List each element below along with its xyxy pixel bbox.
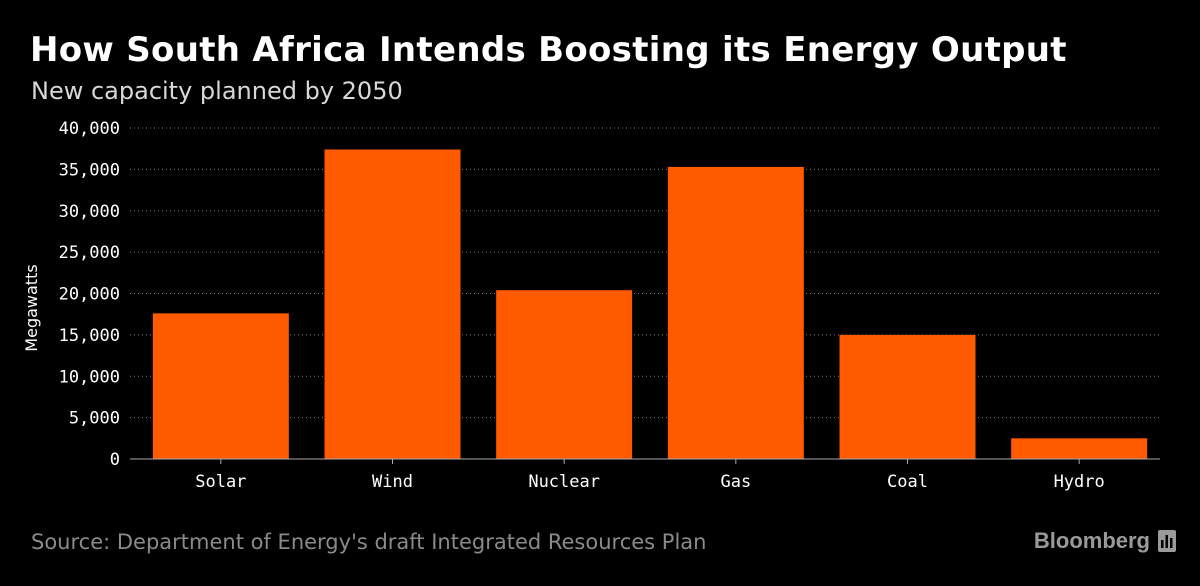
bar-solar [152, 313, 289, 459]
y-tick-label: 10,000 [59, 367, 120, 387]
bar-gas [667, 166, 804, 459]
x-tick-labels: Solar Wind Nuclear Gas Coal Hydro [195, 459, 1105, 492]
x-tick-label-solar: Solar [195, 472, 246, 492]
y-tick-labels: 0 5,000 10,000 15,000 20,000 25,000 30,000 35,0… [59, 119, 120, 470]
y-tick-label: 15,000 [59, 326, 120, 346]
y-tick-label: 35,000 [59, 160, 120, 180]
bar-coal [839, 334, 976, 459]
y-tick-label: 30,000 [59, 202, 120, 222]
y-tick-label: 40,000 [59, 119, 120, 139]
y-tick-label: 25,000 [59, 243, 120, 263]
y-tick-label: 5,000 [69, 409, 120, 429]
bar-nuclear [496, 290, 633, 459]
x-tick-label-nuclear: Nuclear [528, 472, 600, 492]
x-tick-label-wind: Wind [372, 472, 413, 492]
bars [152, 149, 1148, 459]
source-note: Source: Department of Energy's draft Int… [31, 530, 707, 554]
y-tick-label: 0 [110, 450, 120, 470]
brand-name: Bloomberg [1033, 528, 1150, 553]
bloomberg-terminal-icon [1158, 530, 1176, 552]
chart-title: How South Africa Intends Boosting its En… [30, 30, 1067, 70]
x-tick-label-gas: Gas [720, 472, 751, 492]
bar-hydro [1011, 438, 1148, 459]
y-tick-label: 20,000 [59, 285, 120, 305]
brand-logo: Bloomberg [1034, 528, 1176, 554]
x-tick-label-coal: Coal [887, 472, 928, 492]
x-tick-label-hydro: Hydro [1054, 472, 1105, 492]
chart-subtitle: New capacity planned by 2050 [31, 77, 403, 105]
bar-wind [324, 149, 461, 459]
y-axis-label: Megawatts [22, 264, 41, 351]
